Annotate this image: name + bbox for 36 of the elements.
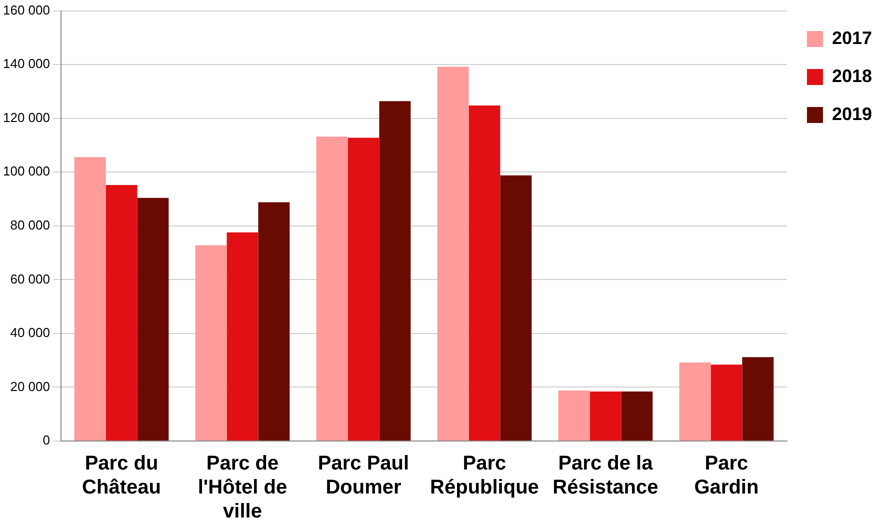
x-tick-label: Parc de l'Hôtel de ville [198, 452, 288, 523]
bar [742, 357, 774, 440]
x-tick-label: Parc Paul Doumer [318, 452, 410, 499]
bar [379, 101, 411, 440]
bar [195, 245, 227, 440]
y-tick-label: 100 000 [2, 164, 50, 179]
bar [500, 175, 532, 440]
x-tick-label: Parc Gardin [694, 452, 759, 499]
bar [348, 138, 380, 440]
y-tick-label: 20 000 [10, 378, 50, 394]
bar [226, 232, 258, 440]
bar [621, 392, 653, 440]
bar [710, 364, 742, 440]
legend-label: 2019 [832, 104, 872, 124]
y-tick-label: 160 000 [2, 2, 50, 18]
bar [258, 202, 290, 440]
y-tick-label: 140 000 [2, 56, 50, 72]
bar [137, 198, 169, 440]
bar [106, 185, 138, 440]
bar [74, 157, 106, 440]
bar [468, 105, 500, 440]
bar [316, 136, 348, 440]
bar [590, 392, 622, 440]
legend-label: 2017 [832, 28, 872, 48]
bar [679, 362, 711, 440]
bar [437, 66, 469, 440]
y-tick-label: 80 000 [10, 217, 50, 232]
y-tick-label: 40 000 [10, 325, 50, 340]
x-tick-label: Parc de la Résistance [552, 452, 658, 499]
x-tick-label: Parc République [430, 452, 539, 499]
legend-label: 2018 [832, 66, 872, 86]
bar [558, 390, 590, 440]
y-tick-label: 0 [42, 432, 50, 448]
y-tick-label: 60 000 [10, 271, 50, 286]
y-tick-label: 120 000 [2, 110, 50, 125]
x-tick-label: Parc du Château [82, 452, 161, 499]
